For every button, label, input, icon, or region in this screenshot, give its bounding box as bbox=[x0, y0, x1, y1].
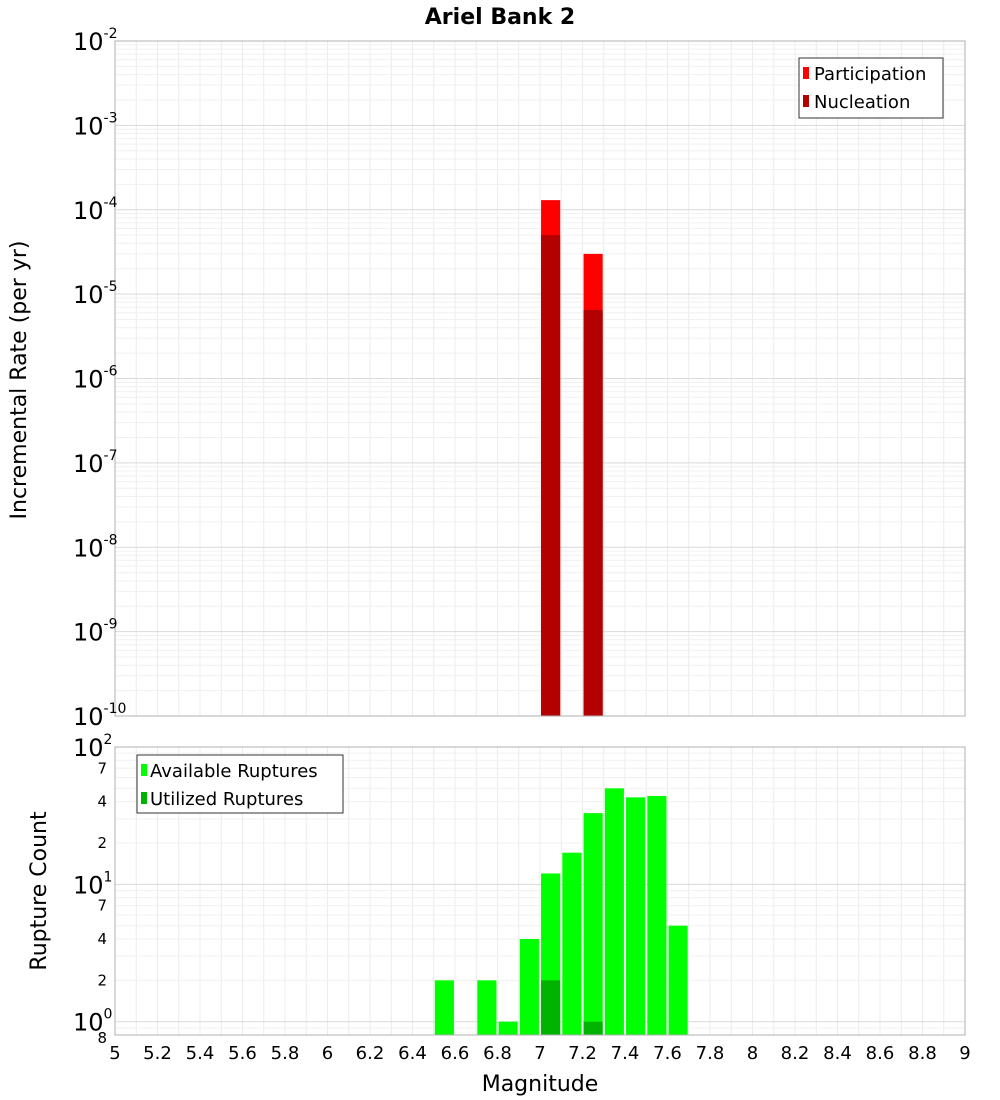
x-axis-label: Magnitude bbox=[482, 1072, 599, 1097]
x-tick-label: 7.8 bbox=[696, 1043, 725, 1064]
x-tick-label: 5.4 bbox=[186, 1043, 215, 1064]
legend-label-participation: Participation bbox=[814, 64, 926, 85]
bar-available-ruptures-m7.55 bbox=[647, 795, 667, 1035]
top-ytick-label: 10-8 bbox=[73, 532, 118, 562]
top-ytick-label: 10-6 bbox=[73, 364, 118, 394]
bar-available-ruptures-m7.25 bbox=[583, 813, 603, 1035]
x-tick-label: 7.4 bbox=[611, 1043, 640, 1064]
bar-nucleation-m7.25 bbox=[583, 309, 603, 716]
x-tick-label: 6 bbox=[322, 1043, 333, 1064]
x-tick-label: 7 bbox=[534, 1043, 545, 1064]
legend-label-available: Available Ruptures bbox=[150, 761, 318, 782]
top-plot-frame bbox=[114, 40, 966, 717]
bar-utilized-ruptures-m7.25 bbox=[583, 1021, 603, 1035]
bottom-ytick-minor-label: 4 bbox=[97, 793, 107, 811]
bar-available-ruptures-m6.95 bbox=[519, 939, 539, 1035]
x-tick-label: 8.6 bbox=[866, 1043, 895, 1064]
legend-label-nucleation: Nucleation bbox=[814, 92, 910, 113]
bar-utilized-ruptures-m7.05 bbox=[541, 980, 561, 1035]
x-tick-label: 8.8 bbox=[908, 1043, 937, 1064]
x-tick-label: 7.2 bbox=[568, 1043, 597, 1064]
bottom-y-axis-label: Rupture Count bbox=[27, 811, 52, 971]
top-ytick-label: 10-2 bbox=[73, 26, 118, 56]
bar-available-ruptures-m7.15 bbox=[562, 852, 582, 1035]
bottom-ytick-label: 102 bbox=[73, 732, 112, 762]
x-tick-label: 7.6 bbox=[653, 1043, 682, 1064]
bottom-ytick-minor-label: 8 bbox=[97, 1029, 107, 1047]
legend-swatch-utilized bbox=[141, 792, 147, 804]
bottom-ytick-minor-label: 7 bbox=[97, 759, 107, 777]
x-tick-label: 6.2 bbox=[356, 1043, 385, 1064]
legend-swatch-nucleation bbox=[803, 95, 809, 107]
x-tick-label: 9 bbox=[959, 1043, 970, 1064]
top-ytick-label: 10-4 bbox=[73, 195, 118, 225]
x-tick-label: 6.6 bbox=[441, 1043, 470, 1064]
bottom-ytick-minor-label: 2 bbox=[97, 971, 107, 989]
top-ytick-label: 10-10 bbox=[73, 701, 126, 731]
bottom-ytick-minor-label: 2 bbox=[97, 834, 107, 852]
bottom-legend: Available Ruptures Utilized Ruptures bbox=[136, 754, 344, 814]
bar-available-ruptures-m6.55 bbox=[434, 980, 454, 1035]
top-y-axis-label: Incremental Rate (per yr) bbox=[7, 241, 32, 520]
chart-title: Ariel Bank 2 bbox=[425, 5, 575, 30]
bar-available-ruptures-m6.85 bbox=[498, 1021, 518, 1035]
legend-swatch-available bbox=[141, 764, 147, 776]
bar-available-ruptures-m6.75 bbox=[477, 980, 497, 1035]
legend-swatch-participation bbox=[803, 67, 809, 79]
bottom-ytick-label: 101 bbox=[73, 869, 112, 899]
top-ytick-label: 10-9 bbox=[73, 617, 118, 647]
x-tick-label: 8.4 bbox=[823, 1043, 852, 1064]
bar-available-ruptures-m7.45 bbox=[626, 797, 646, 1035]
x-tick-label: 6.8 bbox=[483, 1043, 512, 1064]
x-tick-label: 5 bbox=[109, 1043, 120, 1064]
x-tick-label: 5.2 bbox=[143, 1043, 172, 1064]
top-ytick-label: 10-5 bbox=[73, 279, 118, 309]
x-tick-label: 6.4 bbox=[398, 1043, 427, 1064]
bottom-ytick-minor-label: 7 bbox=[97, 897, 107, 915]
bar-available-ruptures-m7.35 bbox=[604, 788, 624, 1035]
legend-label-utilized: Utilized Ruptures bbox=[150, 789, 303, 810]
top-legend: Participation Nucleation bbox=[798, 57, 944, 119]
top-ytick-label: 10-7 bbox=[73, 448, 118, 478]
x-tick-label: 5.6 bbox=[228, 1043, 257, 1064]
bottom-ytick-label: 100 bbox=[73, 1007, 112, 1037]
top-ytick-label: 10-3 bbox=[73, 110, 118, 140]
x-tick-label: 8.2 bbox=[781, 1043, 810, 1064]
bar-nucleation-m7.05 bbox=[541, 235, 561, 716]
x-tick-label: 8 bbox=[747, 1043, 758, 1064]
bottom-ytick-minor-label: 4 bbox=[97, 930, 107, 948]
x-tick-label: 5.8 bbox=[271, 1043, 300, 1064]
bottom-plot-frame bbox=[114, 746, 966, 1036]
bar-available-ruptures-m7.65 bbox=[668, 925, 688, 1035]
